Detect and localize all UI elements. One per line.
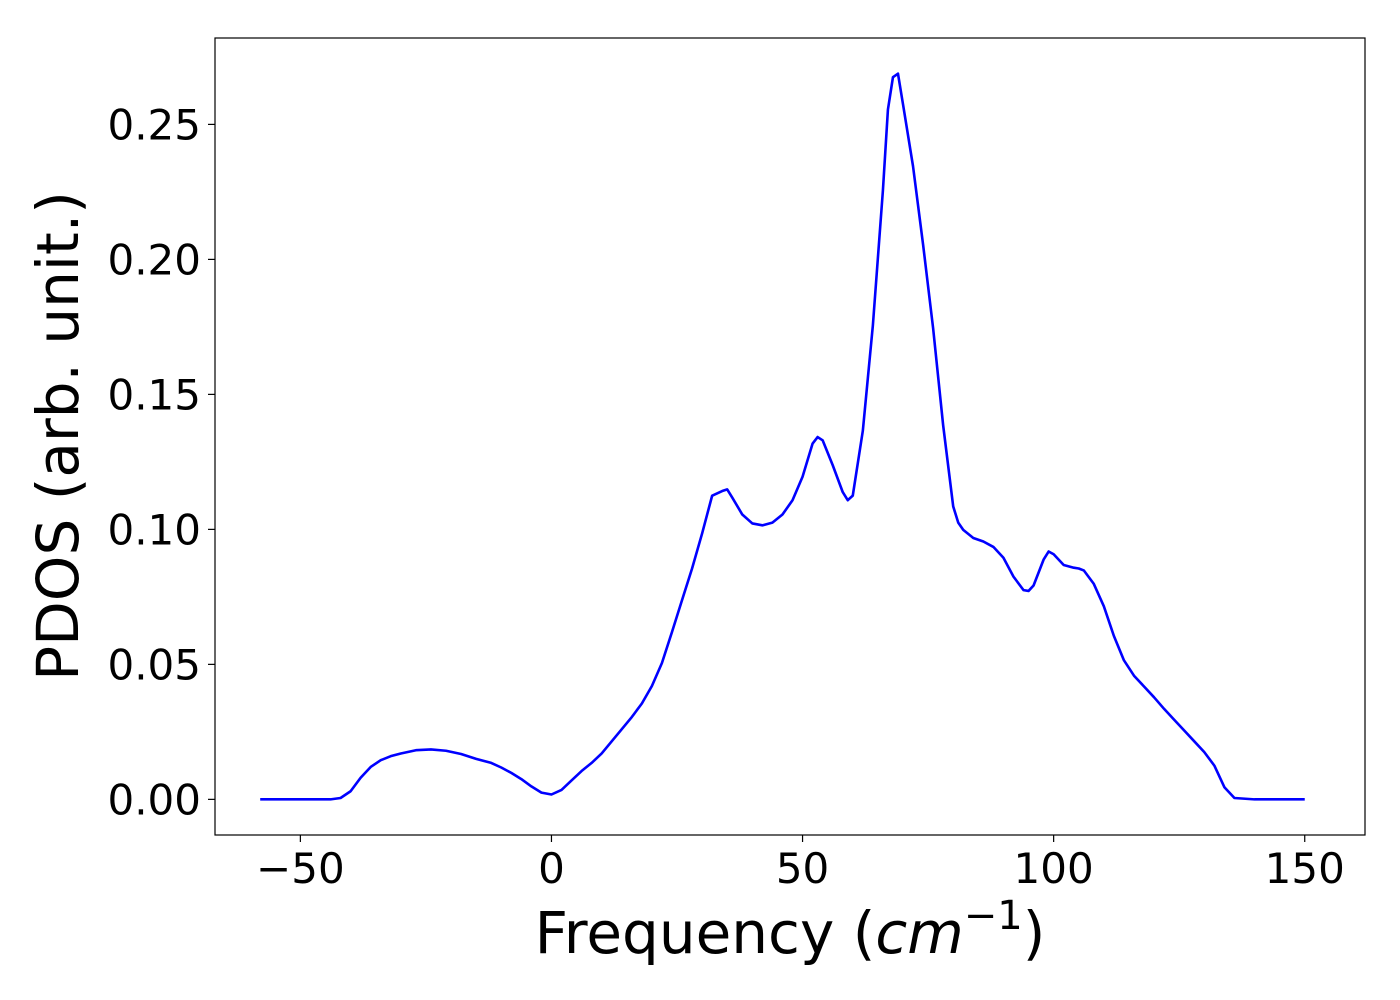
x-axis-title-unit: cm — [875, 899, 963, 967]
y-tick-label: 0.15 — [107, 370, 201, 419]
x-tick-label: −50 — [256, 844, 345, 893]
y-axis-title: PDOS (arb. unit.) — [24, 191, 92, 681]
x-axis-title-exponent: −1 — [964, 893, 1023, 939]
y-tick-label: 0.10 — [107, 505, 201, 554]
x-tick-label: 150 — [1265, 844, 1345, 893]
y-axis-ticks: 0.00 0.05 0.10 0.15 0.20 0.25 — [107, 100, 215, 824]
x-tick-label: 100 — [1014, 844, 1094, 893]
x-axis-title-main: Frequency ( — [535, 899, 876, 967]
x-tick-label: 0 — [538, 844, 565, 893]
y-tick-label: 0.05 — [107, 640, 201, 689]
x-axis-title: Frequency (cm−1) — [535, 893, 1046, 967]
y-tick-label: 0.00 — [107, 775, 201, 824]
y-tick-label: 0.20 — [107, 235, 201, 284]
series-line-0 — [260, 72, 1305, 801]
x-axis-title-close: ) — [1023, 899, 1046, 967]
series-layer — [260, 72, 1305, 801]
x-tick-label: 50 — [776, 844, 829, 893]
plot-frame — [214, 37, 1366, 836]
x-axis-ticks: −50 0 50 100 150 — [256, 835, 1345, 893]
y-tick-label: 0.25 — [107, 100, 201, 149]
